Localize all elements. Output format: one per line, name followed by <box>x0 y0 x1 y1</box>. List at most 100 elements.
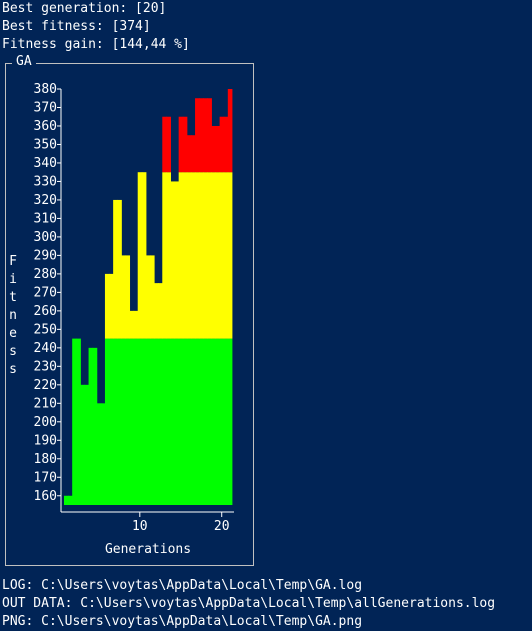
bar-segment <box>137 172 143 339</box>
bar <box>92 347 98 505</box>
bar <box>113 199 118 505</box>
bar-segment <box>186 135 192 173</box>
y-label-char: F <box>9 254 17 269</box>
y-tick-label: 310 <box>34 211 57 226</box>
bar <box>182 116 188 505</box>
bar-segment <box>133 310 139 339</box>
y-tick-label: 330 <box>34 174 57 189</box>
bar-segment <box>211 125 217 173</box>
bar-segment <box>109 338 114 505</box>
bar-segment <box>121 338 126 505</box>
bar-segment <box>125 338 131 505</box>
bar <box>133 310 139 505</box>
y-tick-label: 210 <box>34 396 57 411</box>
bar <box>215 125 221 505</box>
bar-segment <box>186 172 192 339</box>
bar <box>203 98 208 505</box>
best-generation-text: Best generation: [20] <box>2 1 167 16</box>
y-label-char: n <box>9 308 17 323</box>
bar-segment <box>145 255 151 339</box>
y-tick-label: 380 <box>34 82 57 97</box>
bar-segment <box>68 495 73 505</box>
bar-segment <box>154 338 159 505</box>
bar-segment <box>207 172 212 339</box>
bar <box>125 255 131 505</box>
bar-segment <box>195 98 200 173</box>
bar <box>199 98 204 505</box>
y-tick-label: 290 <box>34 248 57 263</box>
bar <box>68 495 73 505</box>
bar-segment <box>182 172 188 339</box>
y-tick-label: 350 <box>34 137 57 152</box>
bar-segment <box>211 172 217 339</box>
bar-segment <box>109 273 114 339</box>
bar-segment <box>199 98 204 173</box>
bar-segment <box>223 172 229 339</box>
bar-segment <box>137 338 143 505</box>
bar-segment <box>121 255 126 339</box>
bar-segment <box>129 310 135 339</box>
y-tick-label: 160 <box>34 489 57 504</box>
bar-segment <box>84 384 90 505</box>
y-tick-label: 190 <box>34 433 57 448</box>
bar <box>186 135 192 505</box>
y-tick-label: 180 <box>34 452 57 467</box>
bars-layer <box>64 89 233 505</box>
bar <box>207 98 212 505</box>
bar-segment <box>113 199 118 339</box>
bar-segment <box>215 172 221 339</box>
bar-segment <box>190 338 196 505</box>
bar-segment <box>104 273 110 339</box>
bar-segment <box>215 125 221 173</box>
y-tick-label: 230 <box>34 359 57 374</box>
fitness-gain-text: Fitness gain: [144,44 %] <box>2 37 190 52</box>
y-axis-label: Fitness <box>9 254 17 377</box>
bar-segment <box>162 172 167 339</box>
bar-segment <box>72 338 77 505</box>
bar-segment <box>64 495 69 505</box>
bar-segment <box>178 338 184 505</box>
bar-segment <box>141 172 147 339</box>
bar-segment <box>166 338 171 505</box>
bar-segment <box>195 338 200 505</box>
bar-segment <box>125 255 131 339</box>
y-tick-label: 250 <box>34 322 57 337</box>
y-tick-label: 170 <box>34 470 57 485</box>
log-path-text: LOG: C:\Users\voytas\AppData\Local\Temp\… <box>2 578 363 593</box>
bar-segment <box>100 403 106 505</box>
y-tick-label: 220 <box>34 378 57 393</box>
bar-segment <box>178 116 184 173</box>
bar <box>211 125 217 505</box>
y-tick-label: 270 <box>34 285 57 300</box>
bar-segment <box>186 338 192 505</box>
bar-segment <box>145 338 151 505</box>
bar <box>154 283 159 505</box>
bar-segment <box>203 172 208 339</box>
y-tick-label: 240 <box>34 341 57 356</box>
y-tick-label: 200 <box>34 415 57 430</box>
y-label-char: t <box>9 290 17 305</box>
bar-segment <box>223 338 229 505</box>
bar-segment <box>76 338 81 505</box>
bar-segment <box>178 172 184 339</box>
y-tick-label: 360 <box>34 119 57 134</box>
y-tick-label: 370 <box>34 100 57 115</box>
bar-segment <box>199 338 204 505</box>
bar-segment <box>117 338 122 505</box>
bar-segment <box>104 338 110 505</box>
bar-segment <box>141 338 147 505</box>
x-tick-label: 20 <box>214 519 230 534</box>
bar-segment <box>158 283 163 339</box>
bar <box>166 116 171 505</box>
bar <box>121 255 126 505</box>
bar <box>141 172 147 505</box>
bar-segment <box>92 347 98 505</box>
bar <box>100 403 106 505</box>
bar-segment <box>170 338 176 505</box>
bar-segment <box>227 338 233 505</box>
bar-segment <box>207 338 212 505</box>
bar-segment <box>150 338 155 505</box>
bar-segment <box>207 98 212 173</box>
bar-segment <box>223 116 229 173</box>
